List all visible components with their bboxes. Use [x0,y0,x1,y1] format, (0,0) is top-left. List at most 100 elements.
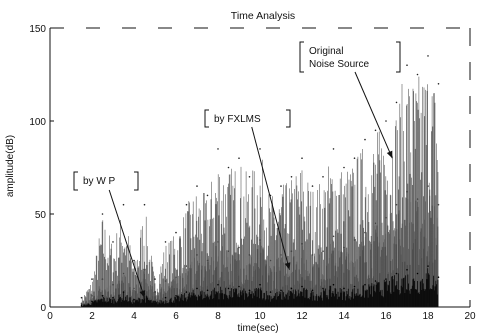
data-point [154,278,156,280]
annotation-arrow [354,71,393,159]
data-point [280,289,282,292]
data-point [238,246,240,249]
data-point [301,157,303,159]
data-point [280,185,282,187]
data-point [416,272,419,275]
data-point [322,287,324,290]
data-point [91,295,93,297]
data-point [301,243,303,245]
annotation-layer: by W P by FXLMS Original Noise Source [73,41,401,298]
data-point [196,287,198,290]
data-point [122,291,125,293]
data-point [101,295,104,297]
annotation-box [300,42,400,72]
data-point [437,83,440,85]
data-point [437,276,440,279]
data-point [196,185,198,187]
annotation-box [74,172,138,190]
x-axis-label: time(sec) [237,323,278,334]
annotation-text: Noise Source [309,59,369,70]
data-point [332,283,335,286]
data-point [164,280,167,282]
data-point [227,250,230,252]
x-tick-label: 4 [131,311,137,322]
data-point [133,298,135,301]
data-point [269,291,272,293]
data-point [248,289,251,292]
data-point [427,55,429,57]
data-point [395,101,398,104]
data-point [143,203,146,206]
data-point [311,289,314,292]
x-tick-label: 16 [380,311,392,322]
data-point [248,254,251,256]
annotation-bracket [299,41,401,73]
arrow-head [284,262,291,270]
data-point [353,285,356,288]
data-point [311,254,314,256]
data-point [248,176,251,178]
data-point [217,148,219,150]
data-point [374,222,377,225]
data-point [80,304,83,306]
x-tick-label: 14 [338,311,350,322]
data-point [206,259,209,262]
data-point [374,280,377,282]
data-point [427,185,429,187]
data-point [227,287,230,290]
data-point [175,295,177,297]
data-point [122,272,125,275]
data-point [112,283,114,286]
data-point [175,276,177,279]
data-point [437,203,440,206]
data-point [385,278,387,280]
data-point [364,138,366,141]
data-point [427,265,429,267]
data-point [112,241,114,243]
data-point [332,235,335,238]
data-point [343,166,345,169]
data-point [280,254,282,256]
data-point [353,157,356,159]
data-point [406,64,408,66]
tick-layer: 0 2 4 6 8 10 12 14 16 18 20 0 50 100 150 [29,24,476,322]
series-2 [80,185,440,307]
data-point [185,203,188,206]
annotation-text: by FXLMS [214,114,261,125]
x-tick-label: 10 [254,311,266,322]
data-point [80,302,83,305]
data-point [322,250,324,252]
annotation-1: by W P [73,171,146,298]
data-point [122,203,125,206]
annotation-box [205,110,290,127]
data-point [406,269,408,271]
data-point [395,272,398,275]
y-tick-label: 0 [40,303,46,314]
y-tick-label: 150 [29,24,46,35]
data-point [217,283,219,286]
x-tick-label: 8 [215,311,221,322]
data-point [196,254,198,256]
data-point [91,300,93,303]
data-point [206,289,209,292]
arrow-head [139,290,146,298]
data-point [311,185,314,187]
data-point [332,148,335,150]
y-tick-label: 50 [35,210,47,221]
data-point [385,216,387,219]
data-point [269,259,272,262]
data-point [227,166,230,169]
data-point [290,176,293,178]
data-point [395,203,398,206]
y-tick-label: 100 [29,117,46,128]
data-point [259,148,261,150]
data-point [259,239,261,241]
data-point [385,120,387,122]
annotation-arrow [251,126,290,270]
annotation-text: Original [309,46,343,57]
data-point [238,285,240,288]
data-point [175,231,177,234]
data-point [112,296,114,299]
x-tick-label: 6 [173,311,179,322]
data-point [206,194,209,197]
